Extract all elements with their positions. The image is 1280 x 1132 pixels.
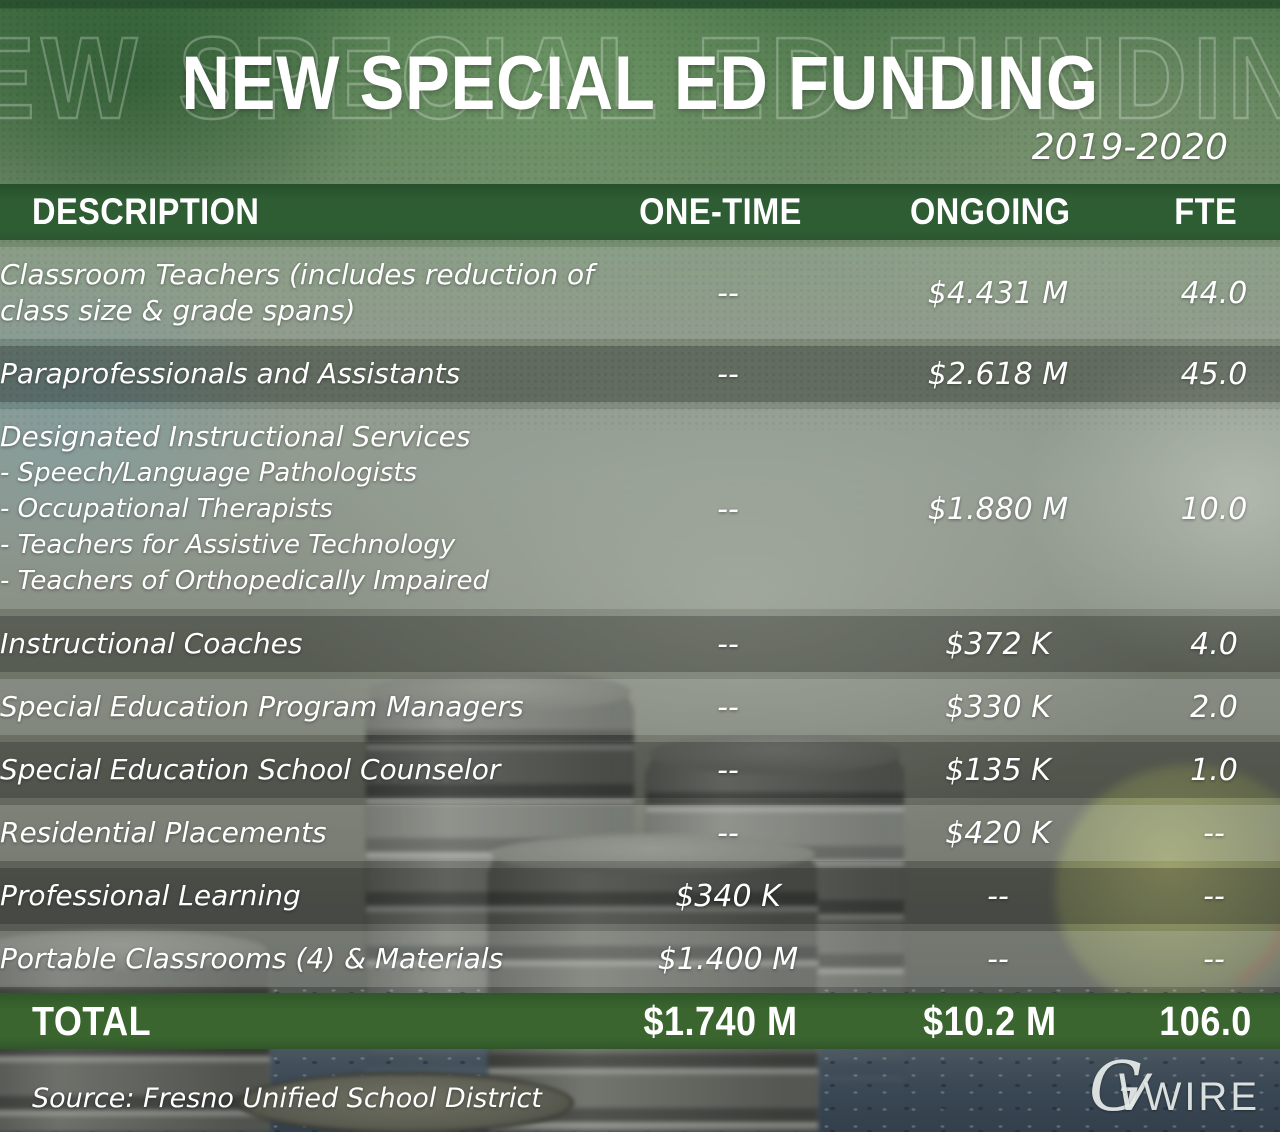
row-one-time-value: $1.400 M: [657, 941, 799, 977]
table-row: Designated Instructional Services - Spee…: [0, 409, 1280, 609]
table-row: Residential Placements -- $420 K --: [0, 805, 1280, 861]
row-ongoing-value: $330 K: [945, 689, 1051, 725]
table-header-row: DESCRIPTION ONE-TIME ONGOING FTE: [0, 184, 1280, 240]
row-description-main: Instructional Coaches: [0, 627, 303, 660]
flat-coin: [238, 1072, 574, 1132]
source-credit: Source: Fresno Unified School District: [32, 1083, 542, 1114]
coin-stack: [488, 834, 818, 1132]
logo-word-wire: WIRE: [1143, 1075, 1260, 1119]
title-line: NEW SPECIAL ED FUNDING: [0, 0, 1280, 122]
row-one-time-value: $340 K: [675, 878, 781, 914]
row-one-time-value: --: [717, 356, 739, 392]
row-ongoing-value: $372 K: [945, 626, 1051, 662]
title-echo-text: NEW SPECIAL ED FUNDING: [0, 13, 1280, 143]
row-ongoing-value: $1.880 M: [927, 491, 1069, 527]
row-description-detail: - Speech/Language Pathologists: [0, 458, 418, 488]
row-fte-value: 1.0: [1190, 752, 1238, 788]
row-description: Special Education Program Managers: [0, 689, 608, 725]
school-year-label: 2019-2020: [1031, 127, 1228, 168]
column-header-one-time: ONE-TIME: [638, 191, 802, 232]
total-fte-value: 106.0: [1159, 998, 1253, 1044]
row-one-time-value: --: [717, 491, 739, 527]
row-one-time-value: --: [717, 626, 739, 662]
row-description-detail: - Occupational Therapists: [0, 494, 333, 524]
row-description: Classroom Teachers (includes reduction o…: [0, 257, 608, 329]
total-one-time-value: $1.740 M: [643, 998, 797, 1044]
table-row: Special Education Program Managers -- $3…: [0, 679, 1280, 735]
gvwire-logo: G V WIRE: [1089, 1048, 1260, 1127]
row-description-main: Designated Instructional Services: [0, 420, 471, 453]
row-ongoing-value: $2.618 M: [927, 356, 1069, 392]
column-header-fte: FTE: [1174, 191, 1238, 232]
table-row: Special Education School Counselor -- $1…: [0, 742, 1280, 798]
row-ongoing-value: $4.431 M: [927, 275, 1069, 311]
row-ongoing-value: --: [987, 941, 1009, 977]
row-description-main: Professional Learning: [0, 879, 301, 912]
row-fte-value: 4.0: [1190, 626, 1238, 662]
row-one-time-value: --: [717, 815, 739, 851]
row-description-main: Special Education Program Managers: [0, 690, 524, 723]
row-ongoing-value: $135 K: [945, 752, 1051, 788]
table-row: Portable Classrooms (4) & Materials $1.4…: [0, 931, 1280, 987]
total-ongoing-value: $10.2 M: [923, 998, 1057, 1044]
row-one-time-value: --: [717, 752, 739, 788]
page-title: NEW SPECIAL ED FUNDING: [181, 41, 1099, 126]
row-ongoing-value: $420 K: [945, 815, 1051, 851]
row-description-main: Residential Placements: [0, 816, 327, 849]
table-row: Classroom Teachers (includes reduction o…: [0, 247, 1280, 339]
row-description-detail: - Teachers for Assistive Technology: [0, 530, 456, 560]
row-fte-value: 44.0: [1180, 275, 1248, 311]
row-description: Special Education School Counselor: [0, 752, 608, 788]
row-fte-value: --: [1203, 878, 1225, 914]
table-total-row: TOTAL $1.740 M $10.2 M 106.0: [0, 993, 1280, 1049]
row-fte-value: 2.0: [1190, 689, 1238, 725]
row-ongoing-value: --: [987, 878, 1009, 914]
row-description-main: Special Education School Counselor: [0, 753, 501, 786]
row-one-time-value: --: [717, 275, 739, 311]
row-description: Residential Placements: [0, 815, 608, 851]
row-fte-value: --: [1203, 815, 1225, 851]
row-description: Designated Instructional Services - Spee…: [0, 419, 608, 599]
softball-image: [1055, 765, 1280, 1015]
row-description: Portable Classrooms (4) & Materials: [0, 941, 608, 977]
row-description-main: Classroom Teachers (includes reduction o…: [0, 258, 595, 327]
table-row: Professional Learning $340 K -- --: [0, 868, 1280, 924]
row-fte-value: 45.0: [1180, 356, 1248, 392]
row-fte-value: --: [1203, 941, 1225, 977]
row-description-detail: - Teachers of Orthopedically Impaired: [0, 566, 489, 596]
row-one-time-value: --: [717, 689, 739, 725]
logo-letter-v: V: [1115, 1064, 1150, 1122]
row-description-main: Paraprofessionals and Assistants: [0, 357, 461, 390]
table-row: Instructional Coaches -- $372 K 4.0: [0, 616, 1280, 672]
row-description: Professional Learning: [0, 878, 608, 914]
logo-letter-g: G: [1089, 1048, 1144, 1127]
column-header-description: DESCRIPTION: [32, 191, 260, 232]
row-description-main: Portable Classrooms (4) & Materials: [0, 942, 504, 975]
total-label: TOTAL: [32, 998, 152, 1044]
table-row: Paraprofessionals and Assistants -- $2.6…: [0, 346, 1280, 402]
row-fte-value: 10.0: [1180, 491, 1248, 527]
row-description: Instructional Coaches: [0, 626, 608, 662]
row-description: Paraprofessionals and Assistants: [0, 356, 608, 392]
table-body: Classroom Teachers (includes reduction o…: [0, 247, 1280, 987]
masthead: NEW SPECIAL ED FUNDING NEW SPECIAL ED FU…: [0, 0, 1280, 184]
column-header-ongoing: ONGOING: [909, 191, 1071, 232]
